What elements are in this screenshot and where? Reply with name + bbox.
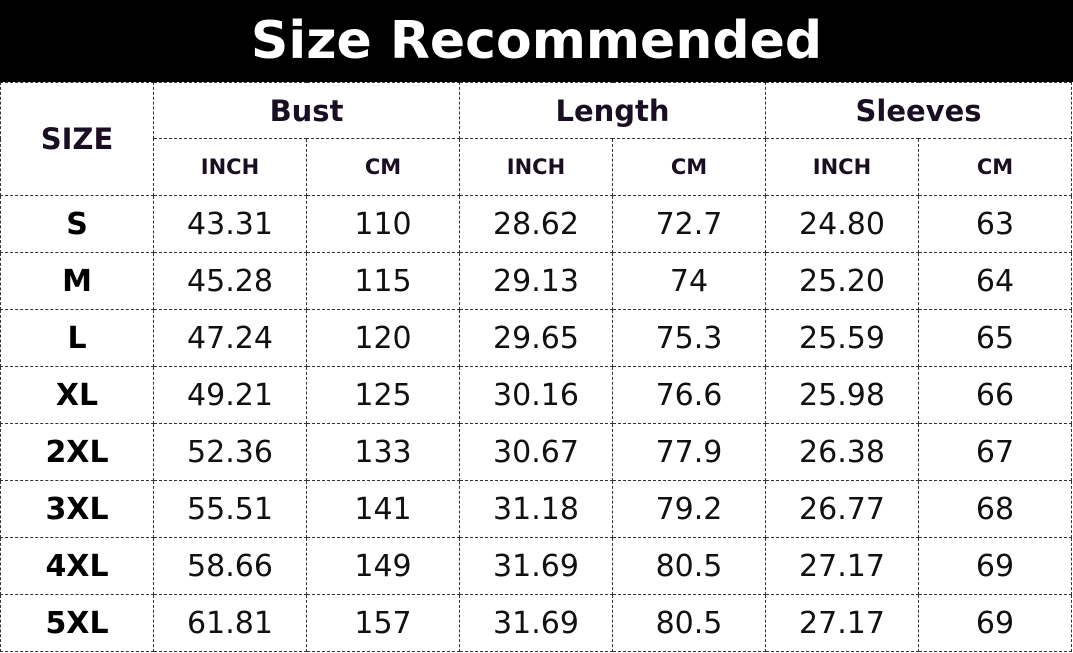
length-cm-cell: 80.5	[612, 594, 766, 652]
unit-header: INCH	[765, 138, 919, 196]
size-header: SIZE	[0, 82, 154, 196]
sleeves-cm-cell: 67	[918, 423, 1072, 481]
bust-header: Bust	[153, 82, 460, 139]
sleeves-cm-cell: 64	[918, 252, 1072, 310]
bust-inch-cell: 49.21	[153, 366, 307, 424]
length-cm-cell: 74	[612, 252, 766, 310]
bust-cm-cell: 149	[306, 537, 460, 595]
bust-inch-cell: 47.24	[153, 309, 307, 367]
sleeves-cm-cell: 69	[918, 594, 1072, 652]
page-title: Size Recommended	[0, 0, 1073, 82]
size-cell: XL	[0, 366, 154, 424]
unit-header: CM	[612, 138, 766, 196]
table-row: 2XL 52.36 133 30.67 77.9 26.38 67	[0, 423, 1072, 481]
sleeves-inch-cell: 27.17	[765, 537, 919, 595]
length-cm-cell: 80.5	[612, 537, 766, 595]
table-row: 3XL 55.51 141 31.18 79.2 26.77 68	[0, 480, 1072, 538]
unit-header: INCH	[153, 138, 307, 196]
size-table: SIZE Bust Length Sleeves INCH CM INCH CM…	[0, 82, 1072, 652]
length-cm-cell: 79.2	[612, 480, 766, 538]
bust-cm-cell: 141	[306, 480, 460, 538]
sleeves-inch-cell: 24.80	[765, 195, 919, 253]
size-cell: L	[0, 309, 154, 367]
size-cell: M	[0, 252, 154, 310]
sleeves-cm-cell: 69	[918, 537, 1072, 595]
bust-inch-cell: 58.66	[153, 537, 307, 595]
length-inch-cell: 30.67	[459, 423, 613, 481]
sleeves-header: Sleeves	[765, 82, 1072, 139]
bust-cm-cell: 157	[306, 594, 460, 652]
length-inch-cell: 29.13	[459, 252, 613, 310]
unit-header: CM	[918, 138, 1072, 196]
sleeves-inch-cell: 25.59	[765, 309, 919, 367]
sleeves-inch-cell: 27.17	[765, 594, 919, 652]
length-inch-cell: 31.69	[459, 594, 613, 652]
size-cell: S	[0, 195, 154, 253]
length-inch-cell: 30.16	[459, 366, 613, 424]
bust-inch-cell: 55.51	[153, 480, 307, 538]
sleeves-inch-cell: 26.38	[765, 423, 919, 481]
bust-inch-cell: 43.31	[153, 195, 307, 253]
bust-cm-cell: 133	[306, 423, 460, 481]
table-row: XL 49.21 125 30.16 76.6 25.98 66	[0, 366, 1072, 424]
size-cell: 2XL	[0, 423, 154, 481]
size-cell: 5XL	[0, 594, 154, 652]
sleeves-inch-cell: 26.77	[765, 480, 919, 538]
length-cm-cell: 72.7	[612, 195, 766, 253]
table-row: M 45.28 115 29.13 74 25.20 64	[0, 252, 1072, 310]
length-header: Length	[459, 82, 766, 139]
unit-header: CM	[306, 138, 460, 196]
length-inch-cell: 29.65	[459, 309, 613, 367]
sleeves-cm-cell: 66	[918, 366, 1072, 424]
bust-cm-cell: 125	[306, 366, 460, 424]
size-cell: 3XL	[0, 480, 154, 538]
size-cell: 4XL	[0, 537, 154, 595]
unit-header: INCH	[459, 138, 613, 196]
length-inch-cell: 31.69	[459, 537, 613, 595]
bust-cm-cell: 120	[306, 309, 460, 367]
length-inch-cell: 28.62	[459, 195, 613, 253]
sleeves-cm-cell: 63	[918, 195, 1072, 253]
table-row: S 43.31 110 28.62 72.7 24.80 63	[0, 195, 1072, 253]
bust-cm-cell: 115	[306, 252, 460, 310]
bust-cm-cell: 110	[306, 195, 460, 253]
length-inch-cell: 31.18	[459, 480, 613, 538]
length-cm-cell: 77.9	[612, 423, 766, 481]
sleeves-inch-cell: 25.20	[765, 252, 919, 310]
sleeves-cm-cell: 65	[918, 309, 1072, 367]
table-row: 4XL 58.66 149 31.69 80.5 27.17 69	[0, 537, 1072, 595]
table-row: L 47.24 120 29.65 75.3 25.59 65	[0, 309, 1072, 367]
length-cm-cell: 76.6	[612, 366, 766, 424]
bust-inch-cell: 45.28	[153, 252, 307, 310]
bust-inch-cell: 52.36	[153, 423, 307, 481]
sleeves-inch-cell: 25.98	[765, 366, 919, 424]
sleeves-cm-cell: 68	[918, 480, 1072, 538]
table-row: 5XL 61.81 157 31.69 80.5 27.17 69	[0, 594, 1072, 652]
bust-inch-cell: 61.81	[153, 594, 307, 652]
length-cm-cell: 75.3	[612, 309, 766, 367]
